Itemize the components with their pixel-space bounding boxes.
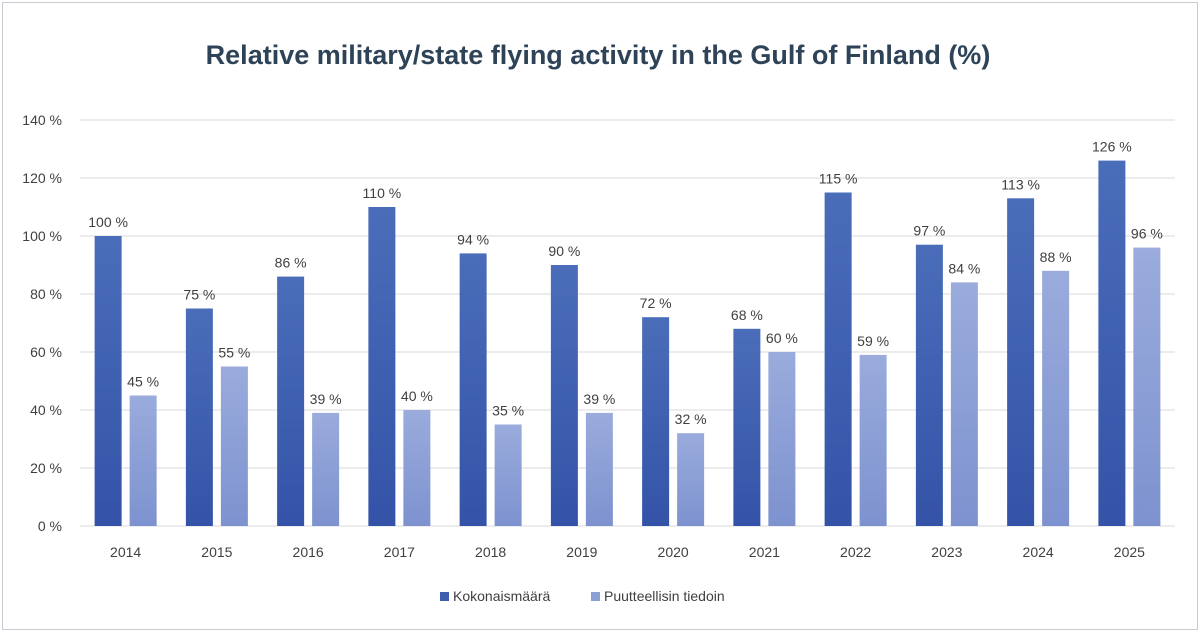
data-label: 55 %	[218, 345, 250, 361]
bar-kokonaismaara-2014	[94, 236, 122, 526]
bar-puutteellisin-2018	[494, 424, 522, 526]
y-tick-label: 60 %	[30, 344, 62, 360]
x-category-label: 2016	[293, 544, 324, 560]
bar-puutteellisin-2017	[403, 410, 431, 526]
bar-puutteellisin-2014	[129, 395, 157, 526]
data-label: 45 %	[127, 374, 159, 390]
data-label: 86 %	[275, 255, 307, 271]
data-label: 75 %	[183, 287, 215, 303]
data-label: 94 %	[457, 231, 489, 247]
legend-swatch	[440, 592, 449, 601]
data-label: 60 %	[766, 330, 798, 346]
data-label: 32 %	[675, 411, 707, 427]
bars	[94, 160, 1161, 527]
bar-puutteellisin-2016	[312, 412, 340, 526]
x-category-label: 2017	[384, 544, 415, 560]
data-label: 100 %	[88, 214, 128, 230]
x-axis-categories: 2014 2015 2016 2017 2018 2019 2020 2021 2022 2023…	[110, 544, 1145, 560]
data-label: 68 %	[731, 307, 763, 323]
data-label: 35 %	[492, 403, 524, 419]
legend-label: Kokonaismäärä	[453, 588, 550, 604]
bar-puutteellisin-2024	[1042, 270, 1070, 526]
x-category-label: 2014	[110, 544, 141, 560]
legend-label: Puutteellisin tiedoin	[604, 588, 725, 604]
y-tick-label: 100 %	[22, 228, 62, 244]
bar-kokonaismaara-2023	[915, 244, 943, 526]
legend-swatch	[591, 592, 600, 601]
y-tick-label: 0 %	[38, 518, 62, 534]
data-label: 39 %	[310, 391, 342, 407]
x-category-label: 2020	[658, 544, 689, 560]
bar-puutteellisin-2019	[585, 412, 613, 526]
data-label: 72 %	[640, 295, 672, 311]
x-category-label: 2022	[840, 544, 871, 560]
x-category-label: 2019	[566, 544, 597, 560]
bar-kokonaismaara-2025	[1098, 160, 1126, 526]
bar-puutteellisin-2022	[859, 354, 887, 526]
x-category-label: 2018	[475, 544, 506, 560]
gridlines	[80, 119, 1175, 527]
bar-kokonaismaara-2022	[824, 192, 852, 526]
y-tick-label: 40 %	[30, 402, 62, 418]
legend: Kokonaismäärä Puutteellisin tiedoin	[440, 588, 725, 604]
data-label: 126 %	[1092, 139, 1132, 155]
x-category-label: 2015	[201, 544, 232, 560]
data-label: 110 %	[363, 185, 402, 201]
x-category-label: 2025	[1114, 544, 1145, 560]
data-label: 97 %	[913, 223, 945, 239]
bar-puutteellisin-2025	[1133, 247, 1161, 526]
chart-title: Relative military/state flying activity …	[206, 40, 991, 70]
bar-puutteellisin-2015	[220, 366, 248, 526]
bar-kokonaismaara-2015	[185, 308, 213, 526]
bar-kokonaismaara-2018	[459, 253, 487, 526]
y-tick-label: 80 %	[30, 286, 62, 302]
bar-kokonaismaara-2016	[277, 276, 305, 526]
data-label: 84 %	[948, 260, 980, 276]
data-label: 39 %	[583, 391, 615, 407]
y-tick-label: 20 %	[30, 460, 62, 476]
bar-kokonaismaara-2024	[1007, 198, 1035, 527]
data-label: 115 %	[819, 171, 858, 187]
data-label: 113 %	[1001, 176, 1040, 192]
x-category-label: 2021	[749, 544, 780, 560]
x-category-label: 2024	[1023, 544, 1054, 560]
data-label: 90 %	[548, 243, 580, 259]
y-tick-label: 120 %	[22, 170, 62, 186]
data-labels: 100 % 45 % 75 % 55 % 86 % 39 % 110 % 40 % 94 % 35…	[88, 139, 1163, 428]
bar-kokonaismaara-2017	[368, 207, 396, 526]
bar-kokonaismaara-2019	[550, 265, 578, 526]
data-label: 96 %	[1131, 226, 1163, 242]
bar-puutteellisin-2020	[677, 433, 705, 526]
data-label: 88 %	[1040, 249, 1072, 265]
bar-puutteellisin-2023	[950, 282, 978, 526]
bar-puutteellisin-2021	[768, 352, 796, 526]
bar-kokonaismaara-2021	[733, 328, 761, 526]
bar-kokonaismaara-2020	[642, 317, 670, 526]
y-tick-label: 140 %	[22, 112, 62, 128]
x-category-label: 2023	[931, 544, 962, 560]
data-label: 40 %	[401, 388, 433, 404]
data-label: 59 %	[857, 333, 889, 349]
y-axis-ticks: 0 % 20 % 40 % 60 % 80 % 100 % 120 % 140 %	[22, 112, 62, 534]
